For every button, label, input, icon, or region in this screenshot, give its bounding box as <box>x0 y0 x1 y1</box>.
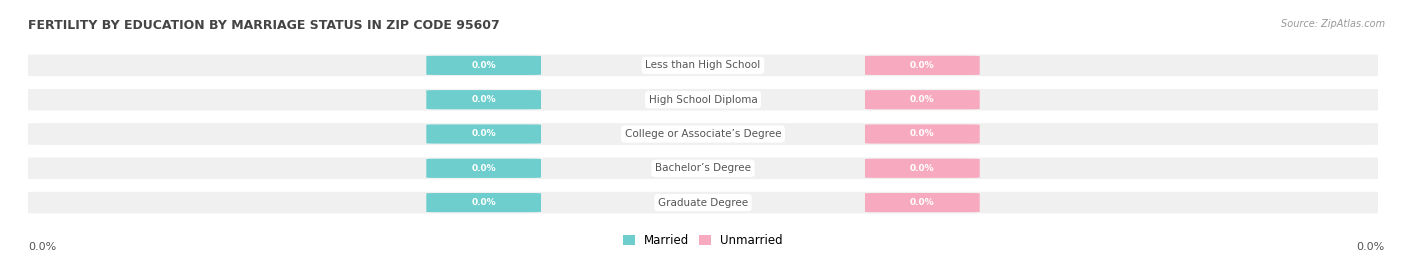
FancyBboxPatch shape <box>426 124 541 144</box>
Text: 0.0%: 0.0% <box>910 95 935 104</box>
Legend: Married, Unmarried: Married, Unmarried <box>619 229 787 252</box>
Text: 0.0%: 0.0% <box>471 129 496 139</box>
FancyBboxPatch shape <box>426 159 541 178</box>
Text: 0.0%: 0.0% <box>471 164 496 173</box>
Text: Less than High School: Less than High School <box>645 60 761 70</box>
Text: 0.0%: 0.0% <box>28 242 56 252</box>
Text: 0.0%: 0.0% <box>910 164 935 173</box>
Text: 0.0%: 0.0% <box>1357 242 1385 252</box>
Text: 0.0%: 0.0% <box>471 61 496 70</box>
Text: College or Associate’s Degree: College or Associate’s Degree <box>624 129 782 139</box>
Text: 0.0%: 0.0% <box>910 198 935 207</box>
FancyBboxPatch shape <box>865 124 980 144</box>
FancyBboxPatch shape <box>865 90 980 109</box>
FancyBboxPatch shape <box>865 56 980 75</box>
FancyBboxPatch shape <box>426 193 541 212</box>
Text: 0.0%: 0.0% <box>471 95 496 104</box>
Text: Bachelor’s Degree: Bachelor’s Degree <box>655 163 751 173</box>
Text: 0.0%: 0.0% <box>910 61 935 70</box>
FancyBboxPatch shape <box>426 56 541 75</box>
Text: Graduate Degree: Graduate Degree <box>658 198 748 208</box>
Text: 0.0%: 0.0% <box>471 198 496 207</box>
Text: 0.0%: 0.0% <box>910 129 935 139</box>
FancyBboxPatch shape <box>865 193 980 212</box>
FancyBboxPatch shape <box>21 89 1385 110</box>
Text: FERTILITY BY EDUCATION BY MARRIAGE STATUS IN ZIP CODE 95607: FERTILITY BY EDUCATION BY MARRIAGE STATU… <box>28 19 501 32</box>
FancyBboxPatch shape <box>865 159 980 178</box>
FancyBboxPatch shape <box>21 123 1385 145</box>
FancyBboxPatch shape <box>426 90 541 109</box>
FancyBboxPatch shape <box>21 158 1385 179</box>
Text: Source: ZipAtlas.com: Source: ZipAtlas.com <box>1281 19 1385 29</box>
FancyBboxPatch shape <box>21 55 1385 76</box>
FancyBboxPatch shape <box>21 192 1385 213</box>
Text: High School Diploma: High School Diploma <box>648 95 758 105</box>
